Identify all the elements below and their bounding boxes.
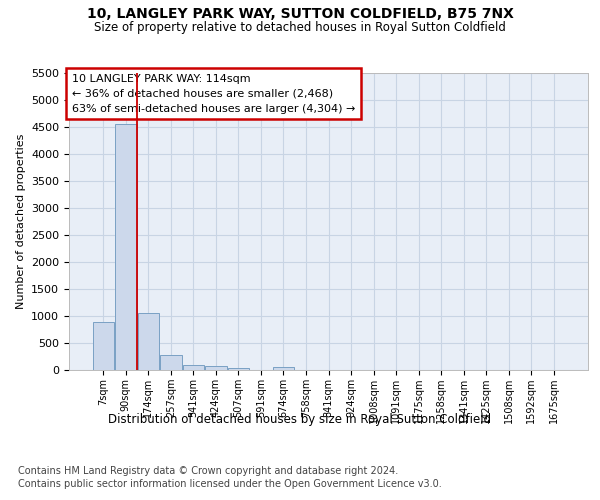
Bar bbox=[92, 322, 114, 370]
Text: Contains HM Land Registry data © Crown copyright and database right 2024.: Contains HM Land Registry data © Crown c… bbox=[18, 466, 398, 476]
Bar bbox=[115, 124, 137, 370]
Bar bbox=[228, 368, 249, 370]
Text: Distribution of detached houses by size in Royal Sutton Coldfield: Distribution of detached houses by size … bbox=[109, 412, 491, 426]
Bar bbox=[205, 366, 227, 370]
Text: Size of property relative to detached houses in Royal Sutton Coldfield: Size of property relative to detached ho… bbox=[94, 22, 506, 35]
Bar bbox=[137, 312, 159, 370]
Bar bbox=[160, 355, 182, 370]
Text: 10 LANGLEY PARK WAY: 114sqm
← 36% of detached houses are smaller (2,468)
63% of : 10 LANGLEY PARK WAY: 114sqm ← 36% of det… bbox=[71, 74, 355, 114]
Text: 10, LANGLEY PARK WAY, SUTTON COLDFIELD, B75 7NX: 10, LANGLEY PARK WAY, SUTTON COLDFIELD, … bbox=[86, 8, 514, 22]
Bar bbox=[182, 364, 204, 370]
Y-axis label: Number of detached properties: Number of detached properties bbox=[16, 134, 26, 309]
Bar bbox=[273, 368, 294, 370]
Text: Contains public sector information licensed under the Open Government Licence v3: Contains public sector information licen… bbox=[18, 479, 442, 489]
